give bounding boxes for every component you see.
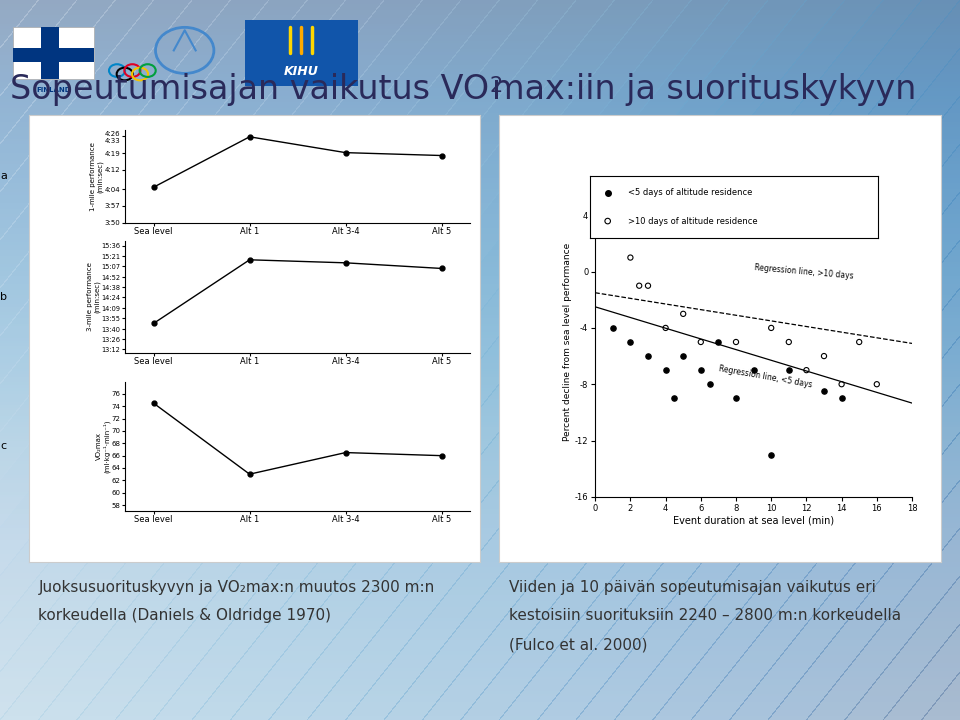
Text: kestoisiin suorituksiin 2240 – 2800 m:n korkeudella: kestoisiin suorituksiin 2240 – 2800 m:n … (509, 608, 900, 624)
Point (710, 336, 726, 348)
Text: Sopeutumisajan vaikutus VO: Sopeutumisajan vaikutus VO (11, 73, 490, 107)
X-axis label: Event duration at sea level (min): Event duration at sea level (min) (673, 516, 834, 526)
Point (600, 215, 615, 227)
Point (763, 449, 779, 460)
Text: Regression line, <5 days: Regression line, <5 days (718, 364, 813, 389)
Point (729, 392, 744, 404)
Point (640, 280, 656, 292)
Point (781, 364, 797, 376)
Text: Juoksusuorituskyvyn ja VO₂max:n muutos 2300 m:n: Juoksusuorituskyvyn ja VO₂max:n muutos 2… (38, 580, 435, 595)
Text: (Fulco et al. 2000): (Fulco et al. 2000) (509, 637, 647, 652)
Point (852, 336, 867, 348)
Point (623, 336, 638, 348)
Point (676, 351, 691, 362)
Point (658, 364, 673, 376)
Point (816, 351, 831, 362)
Point (623, 252, 638, 264)
Point (600, 187, 615, 199)
Point (605, 224, 620, 235)
Text: Regression line, >10 days: Regression line, >10 days (754, 263, 853, 281)
Y-axis label: 1-mile performance
(min:sec): 1-mile performance (min:sec) (90, 142, 104, 211)
Text: <5 days of altitude residence: <5 days of altitude residence (628, 189, 753, 197)
Y-axis label: VO₂max
(ml·kg⁻¹·min⁻¹): VO₂max (ml·kg⁻¹·min⁻¹) (96, 420, 110, 473)
Text: >10 days of altitude residence: >10 days of altitude residence (628, 217, 757, 225)
Point (834, 379, 850, 390)
Point (693, 336, 708, 348)
Point (632, 280, 647, 292)
Point (693, 364, 708, 376)
Point (702, 379, 717, 390)
Text: b: b (0, 292, 8, 302)
Y-axis label: 3-mile performance
(min:sec): 3-mile performance (min:sec) (86, 263, 100, 331)
Y-axis label: Percent decline from sea level performance: Percent decline from sea level performan… (563, 243, 572, 441)
Point (799, 364, 814, 376)
Point (816, 385, 831, 397)
Point (658, 322, 673, 333)
Point (781, 336, 797, 348)
Bar (13, 48, 93, 62)
Point (676, 308, 691, 320)
Text: KIHU: KIHU (284, 65, 319, 78)
Text: c: c (0, 441, 7, 451)
FancyBboxPatch shape (13, 27, 93, 79)
Text: korkeudella (Daniels & Oldridge 1970): korkeudella (Daniels & Oldridge 1970) (38, 608, 331, 624)
Point (667, 392, 683, 404)
Point (605, 322, 620, 333)
Point (869, 379, 884, 390)
FancyBboxPatch shape (245, 20, 358, 86)
Text: FINLAND: FINLAND (36, 87, 71, 93)
Point (640, 351, 656, 362)
Bar (40, 27, 59, 79)
Text: Viiden ja 10 päivän sopeutumisajan vaikutus eri: Viiden ja 10 päivän sopeutumisajan vaiku… (509, 580, 876, 595)
Point (746, 364, 761, 376)
Text: max:iin ja suorituskykyyn: max:iin ja suorituskykyyn (492, 73, 917, 107)
Point (763, 322, 779, 333)
Text: 2: 2 (490, 76, 503, 96)
Point (834, 392, 850, 404)
Text: a: a (0, 171, 8, 181)
Point (729, 336, 744, 348)
